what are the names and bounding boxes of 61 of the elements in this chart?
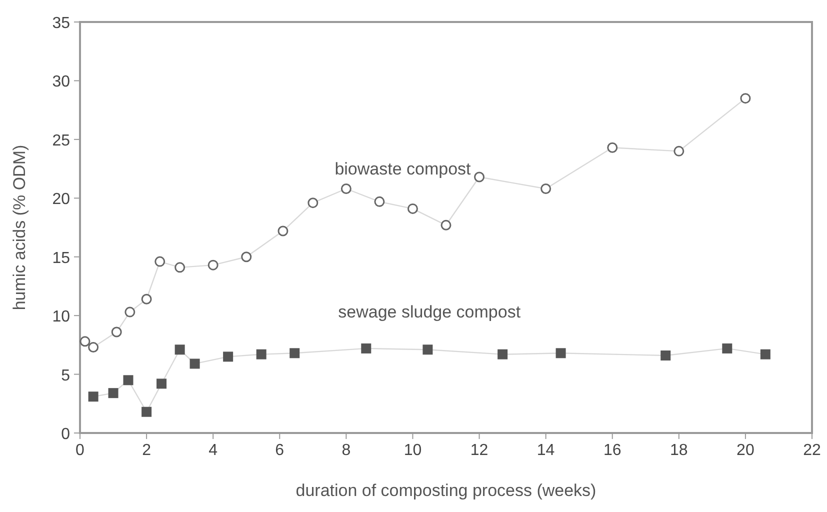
point <box>141 294 152 304</box>
y-tick-label: 0 <box>61 426 70 443</box>
y-axis-title: humic acids (% ODM) <box>10 144 29 310</box>
point <box>290 348 300 358</box>
x-tick-label: 6 <box>275 442 284 459</box>
point <box>340 184 352 194</box>
y-tick-label: 20 <box>52 191 70 208</box>
y-tick-label: 35 <box>52 15 70 32</box>
point <box>308 198 318 208</box>
point <box>361 343 372 354</box>
point <box>174 344 185 355</box>
point <box>556 348 566 358</box>
x-tick-label: 10 <box>404 442 422 459</box>
point <box>440 220 452 230</box>
point <box>374 196 385 207</box>
point <box>142 406 152 417</box>
point <box>540 184 552 194</box>
series-label: sewage sludge compost <box>338 302 521 322</box>
point <box>722 343 732 354</box>
x-tick-label: 18 <box>670 442 688 459</box>
point <box>124 306 136 318</box>
point <box>422 344 433 355</box>
point <box>278 226 288 236</box>
y-tick-label: 25 <box>52 132 70 150</box>
point <box>156 378 167 389</box>
point <box>474 172 485 182</box>
point <box>80 336 90 347</box>
y-tick-label: 15 <box>52 250 70 267</box>
y-tick-label: 30 <box>52 74 70 91</box>
point <box>660 350 671 360</box>
point <box>88 392 98 402</box>
point <box>123 375 134 386</box>
x-tick-label: 0 <box>76 442 85 459</box>
point <box>241 252 252 262</box>
point <box>256 349 266 360</box>
x-tick-label: 2 <box>142 442 152 459</box>
point <box>740 93 751 104</box>
point <box>407 203 418 214</box>
point <box>88 342 99 353</box>
x-tick-label: 4 <box>208 442 218 459</box>
x-tick-label: 22 <box>803 442 821 459</box>
point <box>498 349 508 360</box>
x-axis-title: duration of composting process (weeks) <box>296 481 596 500</box>
point <box>208 260 218 270</box>
x-tick-label: 20 <box>736 442 754 459</box>
series-label: biowaste compost <box>334 160 472 179</box>
point <box>190 358 200 369</box>
x-tick-label: 8 <box>342 442 351 459</box>
point <box>154 256 166 267</box>
y-tick-label: 10 <box>52 308 70 326</box>
point <box>108 388 118 398</box>
y-tick-label: 5 <box>61 367 70 384</box>
x-tick-label: 14 <box>536 442 555 459</box>
point <box>674 146 684 156</box>
point <box>607 142 618 153</box>
x-tick-label: 12 <box>470 442 488 459</box>
point <box>223 352 234 362</box>
point <box>174 262 186 273</box>
point <box>111 326 122 338</box>
point <box>760 349 770 360</box>
x-tick-label: 16 <box>603 442 622 459</box>
